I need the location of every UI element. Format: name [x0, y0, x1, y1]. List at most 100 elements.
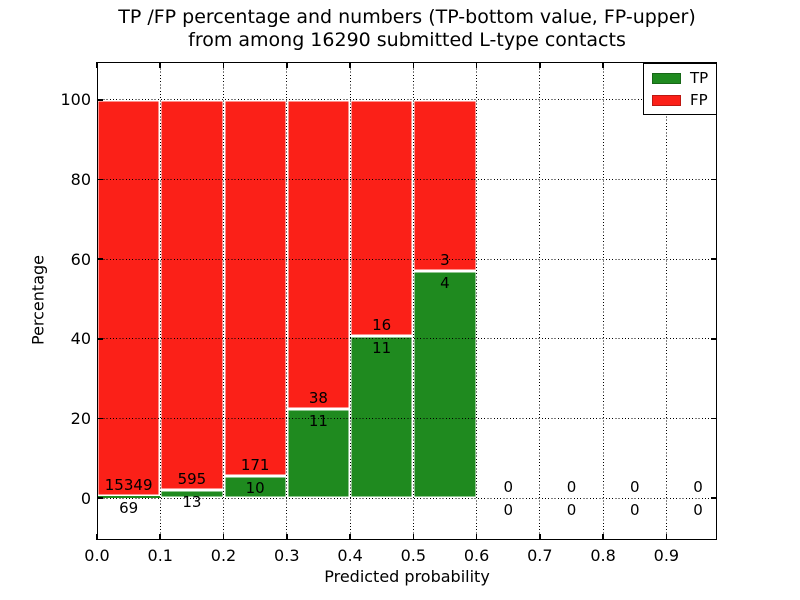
x-tick-label: 0.8 [590, 546, 616, 565]
chart-title-line1: TP /FP percentage and numbers (TP-bottom… [118, 6, 696, 28]
y-tick-mark [711, 417, 717, 420]
chart-title: TP /FP percentage and numbers (TP-bottom… [97, 6, 717, 52]
legend-entry-label: FP [690, 91, 708, 109]
x-tick-mark [222, 62, 225, 68]
bar-segment-fp [97, 99, 161, 497]
x-tick-label: 0.4 [337, 546, 363, 565]
x-axis-label: Predicted probability [324, 567, 490, 586]
fp-swatch-icon [652, 95, 681, 106]
x-tick-label: 0.2 [210, 546, 237, 565]
grid-line-y [97, 99, 717, 101]
bar-segment-tp [223, 476, 287, 499]
y-tick-mark [711, 338, 717, 340]
y-axis-label: Percentage [28, 254, 48, 346]
y-tick-label: 40 [70, 329, 91, 349]
legend-entry-label: TP [690, 69, 709, 87]
legend-entry: TP [652, 71, 708, 86]
bar-segment-fp [160, 99, 224, 490]
y-tick-label: 80 [70, 170, 91, 189]
tp-count-label: 69 [119, 499, 139, 518]
y-tick-mark [97, 338, 103, 340]
x-tick-mark [602, 62, 604, 68]
bar-segment-tp [97, 496, 161, 499]
x-tick-mark [539, 62, 541, 68]
tp-count-label: 0 [566, 501, 577, 520]
bar-segment-fp [413, 99, 477, 271]
grid-line-x [286, 62, 288, 540]
fp-count-label: 595 [177, 469, 207, 488]
fp-count-label: 3 [440, 250, 450, 269]
grid-line-y [97, 258, 717, 260]
y-tick-mark [711, 497, 717, 499]
x-tick-label: 0.9 [653, 546, 680, 565]
legend-entry: FP [652, 93, 708, 108]
fp-count-label: 0 [566, 478, 577, 497]
x-tick-mark [412, 62, 415, 68]
grid-line-x [349, 62, 351, 540]
y-tick-label: 100 [60, 90, 91, 110]
x-tick-label: 0.7 [527, 546, 553, 565]
y-tick-mark [711, 258, 717, 260]
x-tick-mark [475, 534, 478, 540]
tp-count-label: 11 [308, 411, 328, 430]
fp-count-label: 0 [693, 478, 703, 497]
bar-segment-fp [350, 99, 414, 336]
y-tick-label: 0 [80, 488, 91, 508]
grid-line-x [602, 62, 604, 540]
fp-count-label: 171 [240, 456, 270, 475]
x-tick-mark [412, 534, 415, 540]
tp-count-label: 0 [629, 501, 640, 520]
plot-area: TP FP [96, 62, 718, 540]
x-tick-mark [475, 62, 478, 68]
tp-count-label: 0 [693, 501, 703, 520]
x-tick-mark [285, 534, 288, 540]
x-tick-label: 0.1 [147, 546, 173, 565]
chart-title-line2: from among 16290 submitted L-type contac… [188, 29, 626, 51]
x-tick-mark [349, 62, 351, 68]
y-tick-label: 20 [70, 409, 91, 428]
tp-count-label: 0 [503, 501, 513, 520]
fp-count-label: 16 [372, 315, 392, 334]
x-tick-label: 0.3 [274, 546, 300, 565]
grid-line-x [539, 62, 541, 540]
y-tick-mark [97, 497, 103, 499]
legend: TP FP [643, 63, 718, 115]
x-tick-mark [285, 62, 288, 68]
bar-segment-fp [286, 99, 351, 409]
bar-segment-tp [413, 270, 477, 499]
bar-segment-fp [223, 99, 287, 477]
x-tick-mark [665, 534, 668, 540]
grid-line-y [97, 338, 717, 340]
grid-line-x [412, 62, 414, 540]
grid-line-y [97, 497, 717, 499]
fp-count-label: 0 [503, 478, 513, 497]
y-tick-mark [97, 99, 103, 101]
x-tick-mark [602, 534, 604, 540]
x-tick-mark [96, 534, 98, 540]
y-tick-mark [711, 178, 717, 181]
x-tick-mark [222, 534, 225, 540]
grid-line-x [223, 62, 225, 540]
tp-count-label: 11 [372, 338, 392, 357]
fp-count-label: 15349 [104, 476, 153, 495]
bar-segment-tp [286, 408, 351, 499]
bar-segment-tp [350, 335, 414, 499]
x-tick-mark [159, 62, 162, 68]
fp-count-label: 38 [308, 388, 328, 407]
fp-count-label: 0 [629, 478, 640, 497]
x-tick-label: 0.5 [400, 546, 427, 565]
y-tick-label: 60 [70, 249, 91, 269]
x-tick-mark [159, 534, 162, 540]
grid-line-y [97, 418, 717, 419]
y-tick-mark [97, 417, 103, 420]
grid-line-y [97, 179, 717, 180]
x-tick-label: 0.0 [84, 546, 110, 565]
x-tick-mark [96, 62, 98, 68]
tp-count-label: 13 [182, 492, 202, 511]
grid-line-x [159, 62, 161, 540]
y-tick-mark [97, 178, 103, 181]
tp-count-label: 4 [440, 273, 450, 292]
x-tick-mark [349, 534, 351, 540]
x-tick-label: 0.6 [463, 546, 490, 565]
